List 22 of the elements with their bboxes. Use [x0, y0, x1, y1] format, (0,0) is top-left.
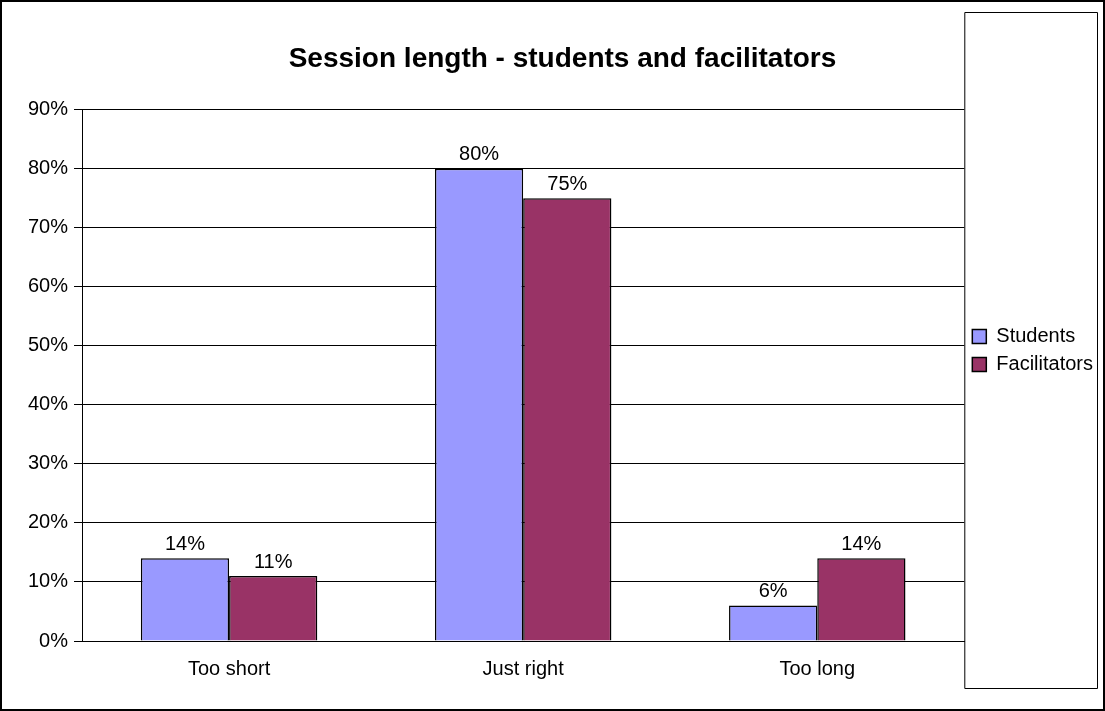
data-label: 11%	[253, 549, 293, 572]
y-tick-label: 60%	[28, 274, 69, 297]
chart-title: Session length - students and facilitators	[288, 41, 837, 73]
data-label: 80%	[459, 142, 500, 165]
y-tick-label: 0%	[39, 628, 69, 651]
data-label: 14%	[841, 531, 882, 554]
y-tick-label: 30%	[28, 451, 69, 474]
x-tick-label: Just right	[482, 656, 565, 679]
y-tick-label: 10%	[28, 569, 69, 592]
y-tick-label: 80%	[28, 156, 69, 179]
data-label: 6%	[758, 579, 788, 602]
legend-label: Facilitators	[996, 352, 1094, 375]
x-tick-label: Too short	[187, 656, 271, 679]
y-tick-label: 70%	[28, 215, 69, 238]
y-tick-label: 40%	[28, 392, 69, 415]
y-tick-label: 90%	[28, 97, 69, 120]
y-tick-label: 50%	[28, 333, 69, 356]
x-tick-label: Too long	[779, 656, 856, 679]
data-label: 14%	[164, 531, 206, 554]
legend-label: Students	[996, 324, 1076, 347]
data-label: 75%	[547, 171, 588, 194]
y-tick-label: 20%	[28, 510, 69, 533]
